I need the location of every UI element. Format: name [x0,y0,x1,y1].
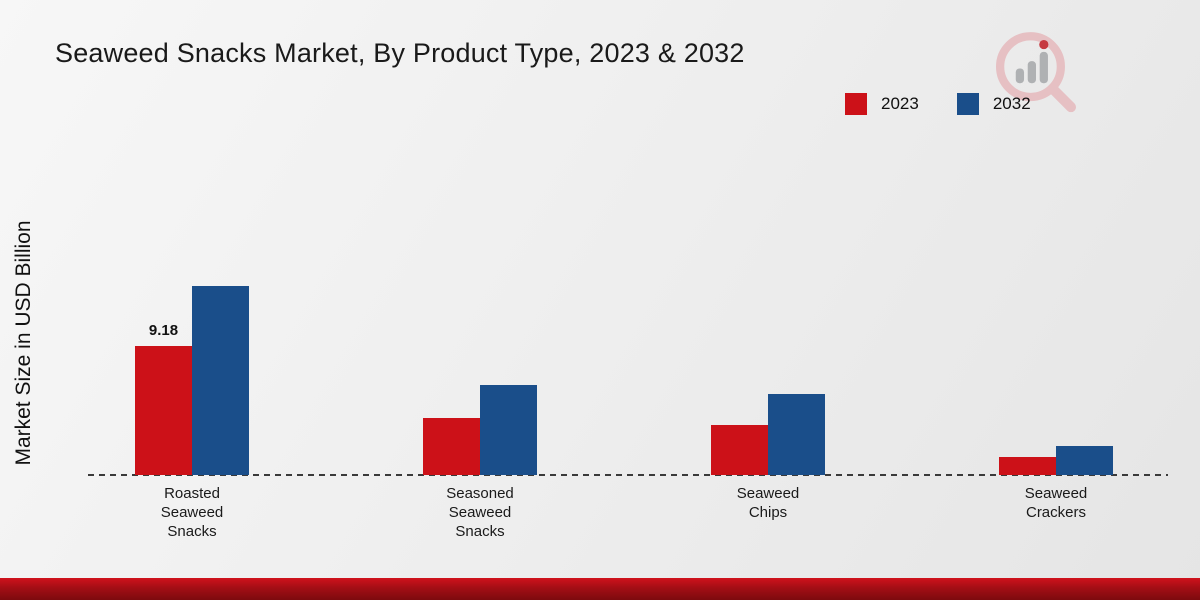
bar-2023-seaweed-crackers [999,457,1056,475]
chart-title: Seaweed Snacks Market, By Product Type, … [55,38,745,68]
brand-logo [990,28,1082,120]
value-label-roasted-seaweed-snacks-2023: 9.18 [148,322,179,340]
bar-2023-seasoned-seaweed-snacks [423,418,480,475]
legend-item-2032: 2032 [956,93,1031,115]
bar-2032-seaweed-chips [768,394,825,475]
category-label-roasted-seaweed-snacks: Roasted Seaweed Snacks [160,485,224,540]
bar-2032-seaweed-crackers [1056,446,1113,475]
category-label-seasoned-seaweed-snacks: Seasoned Seaweed Snacks [446,485,514,540]
legend-label-2023: 2023 [881,94,919,113]
bar-2023-seaweed-chips [711,425,768,475]
legend-item-2023: 2023 [845,93,919,115]
bar-2032-seasoned-seaweed-snacks [480,385,537,475]
category-label-seaweed-crackers: Seaweed Crackers [1024,485,1088,521]
legend-swatch-2023 [845,93,867,115]
category-label-seaweed-chips: Seaweed Chips [736,485,800,521]
legend-label-2032: 2032 [992,94,1031,113]
x-axis-line [88,474,1168,476]
legend-swatch-2032 [956,93,979,115]
footer-accent-bar [0,578,1200,600]
bar-2032-roasted-seaweed-snacks [192,286,249,475]
legend: 2023 2032 [845,93,1031,115]
magnifier-bars-logo-icon [995,32,1077,113]
bar-2023-roasted-seaweed-snacks [135,346,192,475]
